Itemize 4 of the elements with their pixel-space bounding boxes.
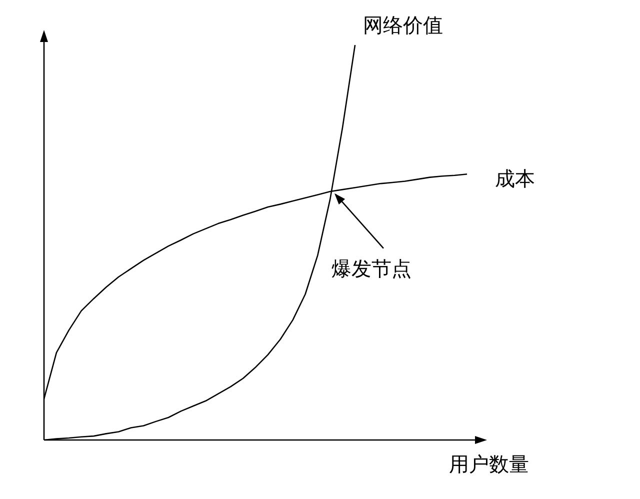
annotation: 爆发节点 [331, 256, 412, 281]
series-label: 网络价值 [363, 13, 444, 38]
x-axis-title: 用户数量 [449, 452, 529, 476]
series-label: 成本 [495, 166, 535, 190]
